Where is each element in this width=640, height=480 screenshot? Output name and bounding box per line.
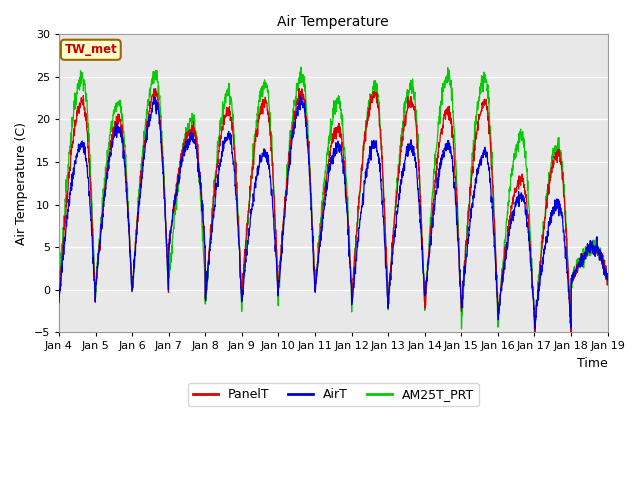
Text: TW_met: TW_met [65, 43, 117, 56]
X-axis label: Time: Time [577, 357, 607, 370]
Legend: PanelT, AirT, AM25T_PRT: PanelT, AirT, AM25T_PRT [188, 383, 479, 406]
Title: Air Temperature: Air Temperature [278, 15, 389, 29]
Y-axis label: Air Temperature (C): Air Temperature (C) [15, 122, 28, 245]
